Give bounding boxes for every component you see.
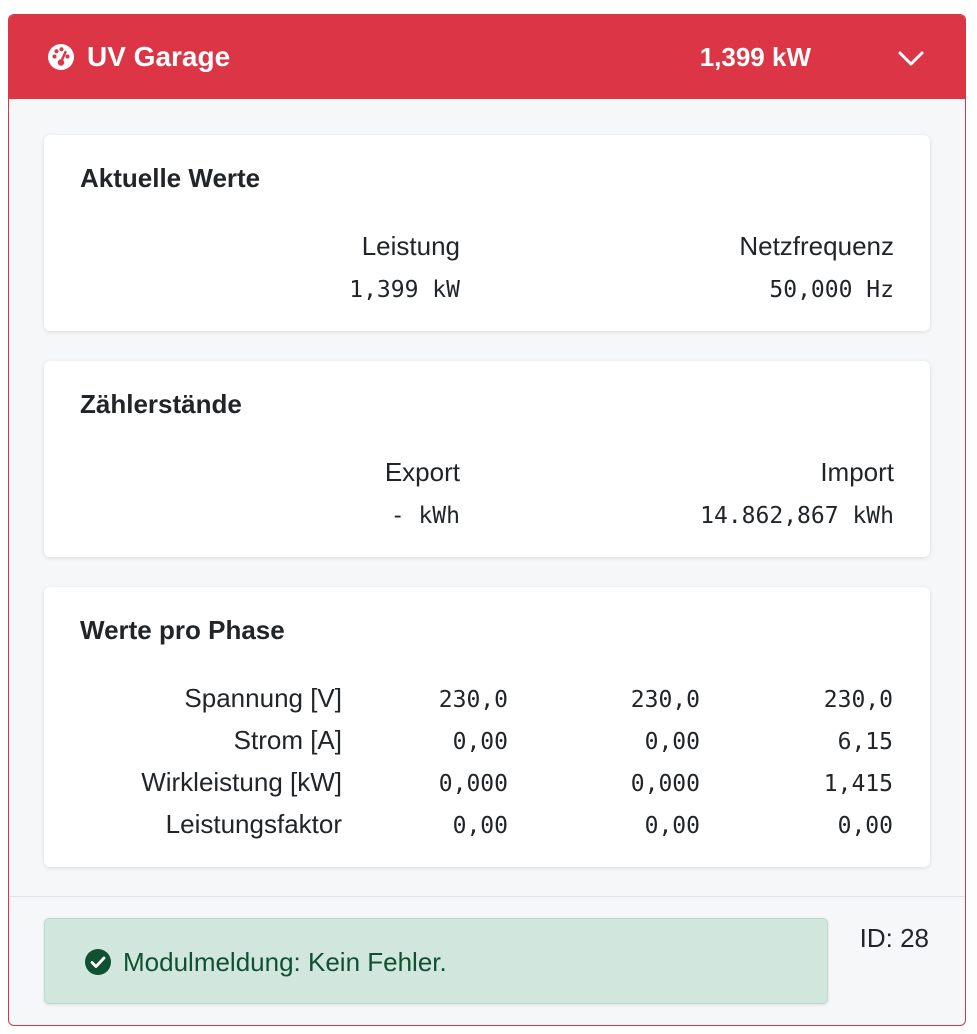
phase-row-label: Strom [A] — [233, 725, 342, 755]
panel-title: Aktuelle Werte — [80, 163, 261, 193]
phase-value-l2: 230,0 — [630, 687, 700, 713]
module-title: UV Garage — [87, 41, 231, 72]
phase-values-panel: Werte pro Phase Spannung [V] 230,0 230,0… — [44, 587, 930, 867]
power-label: Leistung — [361, 231, 460, 261]
import-label: Import — [820, 457, 894, 487]
phase-value-l3: 1,415 — [823, 771, 893, 797]
status-message: Modulmeldung: Kein Fehler. — [123, 947, 447, 977]
phase-value-l3: 6,15 — [837, 729, 893, 755]
phase-value-l1: 230,0 — [438, 687, 508, 713]
phase-value-l2: 0,000 — [630, 771, 700, 797]
phase-value-l1: 0,00 — [452, 813, 508, 839]
phase-row-label: Spannung [V] — [184, 683, 342, 713]
status-alert: Modulmeldung: Kein Fehler. — [44, 918, 828, 1004]
phase-value-l2: 0,00 — [644, 813, 700, 839]
current-values-panel: Aktuelle Werte Leistung 1,399 kW Netzfre… — [44, 135, 930, 331]
frequency-value: 50,000 Hz — [769, 277, 894, 303]
header-power-value: 1,399 kW — [699, 42, 811, 72]
card-header[interactable]: UV Garage 1,399 kW — [9, 15, 965, 99]
phase-value-l3: 0,00 — [837, 813, 893, 839]
import-value: 14.862,867 kWh — [700, 503, 894, 529]
check-circle-icon — [85, 949, 111, 975]
export-label: Export — [384, 457, 460, 487]
frequency-label: Netzfrequenz — [739, 231, 894, 261]
phase-row-label: Leistungsfaktor — [165, 809, 342, 839]
module-card: UV Garage 1,399 kW Aktuelle Werte Leistu… — [8, 14, 966, 1026]
power-value: 1,399 kW — [349, 277, 460, 303]
phase-value-l3: 230,0 — [823, 687, 893, 713]
counters-panel: Zählerstände Export - kWh Import 14.862,… — [44, 361, 930, 557]
phase-value-l1: 0,00 — [452, 729, 508, 755]
module-id: ID: 28 — [859, 923, 929, 953]
chevron-down-icon[interactable] — [897, 47, 925, 69]
gauge-icon — [48, 44, 74, 70]
phase-value-l1: 0,000 — [438, 771, 508, 797]
footer-divider — [9, 896, 965, 897]
panel-title: Werte pro Phase — [80, 615, 285, 645]
phase-row-label: Wirkleistung [kW] — [141, 767, 342, 797]
phase-value-l2: 0,00 — [644, 729, 700, 755]
panel-title: Zählerstände — [80, 389, 242, 419]
export-value: - kWh — [390, 503, 460, 529]
